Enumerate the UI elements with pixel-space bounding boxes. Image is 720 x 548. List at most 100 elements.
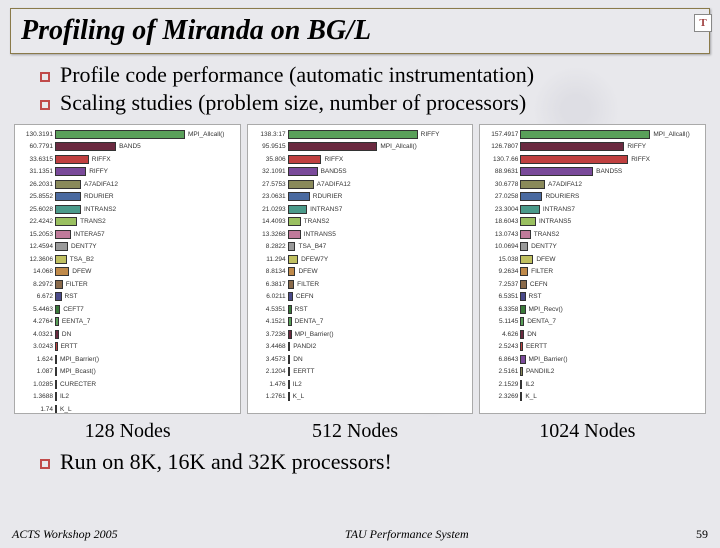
bar-row: 2.5161PANDIIL2 bbox=[482, 366, 703, 379]
bar-label: DENTA_7 bbox=[292, 318, 324, 325]
bar bbox=[55, 130, 185, 139]
bar-row: 6.0211CEFN bbox=[250, 291, 471, 304]
bar-value: 6.672 bbox=[17, 293, 55, 300]
bar-value: 30.6778 bbox=[482, 181, 520, 188]
bar bbox=[288, 167, 318, 176]
bar-value: 6.0211 bbox=[250, 293, 288, 300]
bar-value: 12.3606 bbox=[17, 256, 55, 263]
bar-label: FILTER bbox=[528, 268, 553, 275]
bar-value: 4.1521 bbox=[250, 318, 288, 325]
bar-row: 88.9631BAND5S bbox=[482, 166, 703, 179]
bar-label: TRANS2 bbox=[531, 231, 560, 238]
charts-row: 130.3191 MPI_Allcall() 60.7791 BAND5 33.6315… bbox=[14, 124, 706, 414]
chart-label: 512 Nodes bbox=[312, 420, 398, 443]
bar-value: 1.2761 bbox=[250, 393, 288, 400]
bar bbox=[55, 242, 68, 251]
bar-row: 6.672 RST bbox=[17, 291, 238, 304]
bar-label: CEFN bbox=[527, 281, 548, 288]
bar bbox=[520, 155, 628, 164]
bar-value: 126.7807 bbox=[482, 143, 520, 150]
bar-label: EERTT bbox=[523, 343, 547, 350]
bar bbox=[520, 255, 533, 264]
bar-value: 2.1529 bbox=[482, 381, 520, 388]
bar-row: 138.3:17RIFFY bbox=[250, 128, 471, 141]
bar-label: IL2 bbox=[57, 393, 69, 400]
bar bbox=[288, 242, 296, 251]
bar-row: 18.6043INTRANS5 bbox=[482, 216, 703, 229]
bar-label: RST bbox=[526, 293, 542, 300]
bar-row: 6.3817FILTER bbox=[250, 278, 471, 291]
bar-label: RIFFY bbox=[624, 143, 646, 150]
bar-label: A7ADIFA12 bbox=[314, 181, 351, 188]
bar-label: K_L bbox=[522, 393, 537, 400]
bar-label: BAND5 bbox=[116, 143, 141, 150]
bar-value: 6.3358 bbox=[482, 306, 520, 313]
bar-label: DENT7Y bbox=[528, 243, 557, 250]
bar-row: 4.5351RST bbox=[250, 303, 471, 316]
bullet-item: Scaling studies (problem size, number of… bbox=[40, 90, 700, 116]
bar-value: 33.6315 bbox=[17, 156, 55, 163]
bar-value: 4.626 bbox=[482, 331, 520, 338]
bar-label: FILTER bbox=[294, 281, 319, 288]
bar-row: 6.8643MPI_Barrier() bbox=[482, 353, 703, 366]
bar bbox=[55, 255, 67, 264]
bar-row: 5.1145 DENTA_7 bbox=[482, 316, 703, 329]
bar-label: MPI_Barrier() bbox=[57, 356, 99, 363]
bar-value: 22.4242 bbox=[17, 218, 55, 225]
bar bbox=[55, 230, 71, 239]
bar-value: 1.476 bbox=[250, 381, 288, 388]
bar-row: 1.624MPI_Barrier() bbox=[17, 353, 238, 366]
bar-row: 35.806RIFFX bbox=[250, 153, 471, 166]
bar-label: INTRANS7 bbox=[307, 206, 342, 213]
bar-label: DN bbox=[59, 331, 71, 338]
bar-row: 157.4917MPI_Allcall() bbox=[482, 128, 703, 141]
bar-value: 1.0285 bbox=[17, 381, 55, 388]
bar-row: 1.0285CURECTER bbox=[17, 378, 238, 391]
bullet-item: Profile code performance (automatic inst… bbox=[40, 62, 700, 88]
bar-value: 11.294 bbox=[250, 256, 288, 263]
bar bbox=[520, 167, 593, 176]
profile-chart: 157.4917MPI_Allcall() 126.7807 RIFFY 130.7.… bbox=[479, 124, 706, 414]
bar-label: RST bbox=[62, 293, 78, 300]
bullet-item: Run on 8K, 16K and 32K processors! bbox=[40, 449, 700, 475]
bar-label: RIFFY bbox=[418, 131, 440, 138]
bar-label: RIFFX bbox=[628, 156, 650, 163]
bar-row: 9.2634 FILTER bbox=[482, 266, 703, 279]
bar bbox=[55, 167, 86, 176]
bar-label: TRANS2 bbox=[301, 218, 330, 225]
page-title: Profiling of Miranda on BG/L bbox=[21, 15, 699, 47]
bar bbox=[520, 217, 536, 226]
bar bbox=[520, 192, 542, 201]
bar-value: 9.2634 bbox=[482, 268, 520, 275]
bar-value: 3.0243 bbox=[17, 343, 55, 350]
bar-row: 25.6028INTRANS2 bbox=[17, 203, 238, 216]
bar-label: BAND5S bbox=[318, 168, 347, 175]
bar-row: 2.1204EERTT bbox=[250, 366, 471, 379]
bar bbox=[288, 230, 301, 239]
bar-row: 25.8552RDURIER bbox=[17, 191, 238, 204]
bar-value: 60.7791 bbox=[17, 143, 55, 150]
bar-value: 1.624 bbox=[17, 356, 55, 363]
bar-label: TSA_B2 bbox=[67, 256, 94, 263]
bar-row: 13.0743TRANS2 bbox=[482, 228, 703, 241]
bar-value: 12.4594 bbox=[17, 243, 55, 250]
bar-row: 4.626DN bbox=[482, 328, 703, 341]
bar bbox=[55, 142, 116, 151]
bar-row: 3.4573DN bbox=[250, 353, 471, 366]
bar-row: 3.0243ERTT bbox=[17, 341, 238, 354]
chart-label: 128 Nodes bbox=[85, 420, 171, 443]
bar-value: 130.3191 bbox=[17, 131, 55, 138]
bar-value: 7.2537 bbox=[482, 281, 520, 288]
bar-row: 23.3004INTRANS7 bbox=[482, 203, 703, 216]
bar-label: MPI_Allcall() bbox=[650, 131, 689, 138]
bar bbox=[520, 130, 650, 139]
bar-value: 5.1145 bbox=[482, 318, 520, 325]
bar-label: DENTA_7 bbox=[524, 318, 556, 325]
bar-label: EENTA_7 bbox=[59, 318, 90, 325]
bar-value: 130.7.66 bbox=[482, 156, 520, 163]
bar-label: DENT7Y bbox=[68, 243, 97, 250]
bar-label: MPI_Recv() bbox=[526, 306, 563, 313]
bar-value: 2.1204 bbox=[250, 368, 288, 375]
bar-value: 6.5351 bbox=[482, 293, 520, 300]
profile-chart: 130.3191MPI_Allcall()60.7791BAND533.6315… bbox=[14, 124, 241, 414]
